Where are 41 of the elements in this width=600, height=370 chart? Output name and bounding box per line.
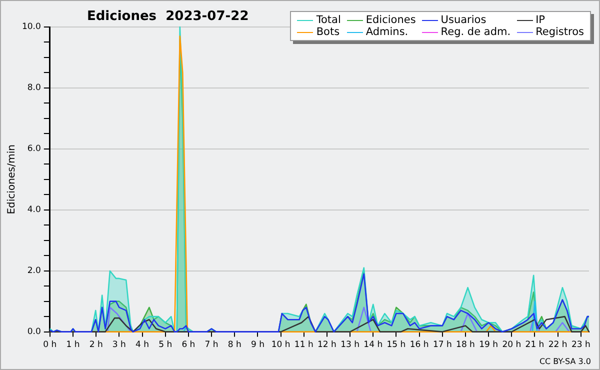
x-tick-label: 14 h <box>364 340 383 350</box>
x-tick-label: 1 h <box>66 340 80 350</box>
legend-label: Bots <box>316 26 340 38</box>
x-tick-label: 4 h <box>136 340 150 350</box>
x-tick-label: 6 h <box>182 340 196 350</box>
y-tick-label: 0.0 <box>27 327 41 338</box>
x-tick-label: 21 h <box>525 340 544 350</box>
x-tick-label: 18 h <box>456 340 475 350</box>
legend-label: Admins. <box>366 26 408 38</box>
x-tick-label: 9 h <box>250 340 264 350</box>
x-tick-label: 2 h <box>89 340 103 350</box>
x-tick-label: 8 h <box>228 340 242 350</box>
x-tick-label: 23 h <box>571 340 590 350</box>
text: CC BY-SA 3.0 <box>539 357 591 366</box>
x-tick-label: 5 h <box>158 340 172 350</box>
x-tick-label: 19 h <box>479 340 498 350</box>
y-tick-label: 4.0 <box>27 205 41 216</box>
x-tick-label: 15 h <box>386 340 406 350</box>
y-tick-label: 10.0 <box>22 22 41 32</box>
legend-label: Ediciones <box>366 14 416 26</box>
x-tick-label: 13 h <box>340 340 360 350</box>
y-tick-label: 2.0 <box>27 266 41 276</box>
x-tick-label: 11 h <box>294 340 314 350</box>
x-tick-label: 12 h <box>318 340 336 350</box>
x-tick-label: 7 h <box>204 340 218 350</box>
y-tick-label: 8.0 <box>27 83 41 94</box>
x-tick-label: 10 h <box>271 340 290 350</box>
y-tick-label: 6.0 <box>27 144 41 154</box>
x-tick-label: 0 h <box>43 340 57 350</box>
y-axis-title: Ediciones/min <box>6 144 18 214</box>
legend-label: Usuarios <box>440 14 486 26</box>
x-tick-label: 3 h <box>112 340 126 350</box>
legend-label: Registros <box>536 26 584 38</box>
chart-title: Ediciones 2023-07-22 <box>87 9 249 24</box>
x-tick-label: 20 h <box>502 340 522 350</box>
legend-label: Total <box>316 14 341 26</box>
legend-label: IP <box>536 14 545 26</box>
x-tick-label: 22 h <box>548 340 568 350</box>
x-tick-label: 16 h <box>410 340 429 350</box>
x-tick-label: 17 h <box>432 340 452 350</box>
legend-label: Reg. de adm. <box>440 26 511 38</box>
